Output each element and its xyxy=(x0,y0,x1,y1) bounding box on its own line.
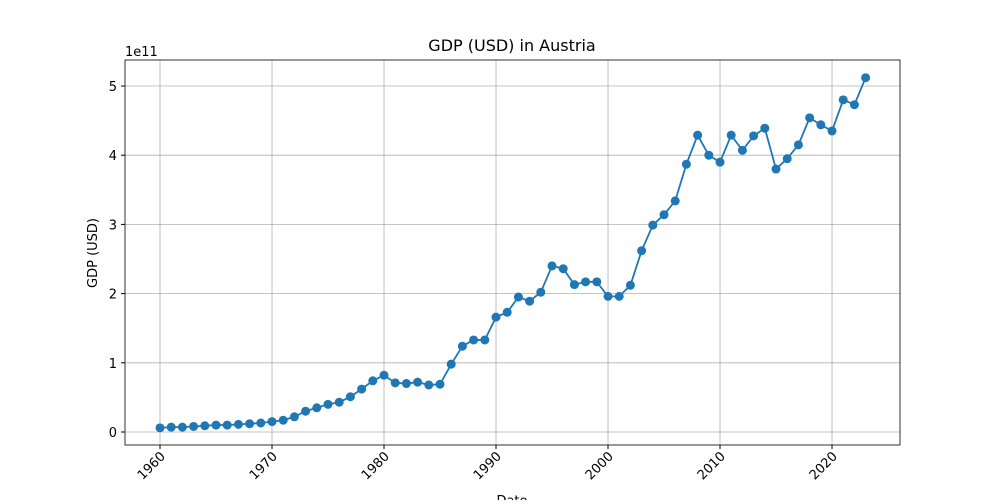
point xyxy=(715,157,725,167)
point xyxy=(771,164,781,174)
point xyxy=(726,130,736,140)
point xyxy=(413,377,423,387)
point xyxy=(435,379,445,389)
x-axis-label: Date xyxy=(496,494,527,500)
point xyxy=(749,131,759,141)
point xyxy=(245,419,255,429)
point xyxy=(760,123,770,133)
y-tick-label: 4 xyxy=(109,149,117,164)
point xyxy=(446,359,456,369)
point xyxy=(849,100,859,110)
point xyxy=(289,412,299,422)
point xyxy=(211,420,221,430)
point xyxy=(614,291,624,301)
point xyxy=(379,370,389,380)
point xyxy=(401,379,411,389)
point xyxy=(659,210,669,220)
point xyxy=(155,423,165,433)
point xyxy=(222,420,232,430)
point xyxy=(278,415,288,425)
point xyxy=(166,422,176,432)
point xyxy=(357,384,367,394)
point xyxy=(861,73,871,83)
point xyxy=(457,341,467,351)
point xyxy=(603,291,613,301)
y-tick-label: 1 xyxy=(109,357,117,372)
line xyxy=(159,77,867,429)
chart-title: GDP (USD) in Austria xyxy=(428,36,595,55)
point xyxy=(345,392,355,402)
point xyxy=(480,335,490,345)
point xyxy=(233,419,243,429)
point xyxy=(547,261,557,271)
point xyxy=(704,150,714,160)
point xyxy=(312,403,322,413)
point xyxy=(827,126,837,136)
point xyxy=(805,113,815,123)
point xyxy=(637,246,647,256)
point xyxy=(177,422,187,432)
point xyxy=(558,264,568,274)
point xyxy=(793,140,803,150)
point xyxy=(267,417,277,427)
plot-frame xyxy=(124,59,901,446)
point xyxy=(491,312,501,322)
y-tick-label: 2 xyxy=(109,288,117,303)
point xyxy=(670,196,680,206)
point xyxy=(569,280,579,290)
y-offset: 1e11 xyxy=(125,45,158,60)
point xyxy=(525,296,535,306)
point xyxy=(693,130,703,140)
point xyxy=(334,397,344,407)
point xyxy=(513,292,523,302)
point xyxy=(189,421,199,431)
point xyxy=(592,277,602,287)
point xyxy=(737,145,747,155)
point xyxy=(838,95,848,105)
point xyxy=(368,376,378,386)
y-axis-label: GDP (USD) xyxy=(86,218,101,288)
point xyxy=(648,220,658,230)
point xyxy=(301,406,311,416)
y-tick-label: 3 xyxy=(109,218,117,233)
point xyxy=(625,280,635,290)
point xyxy=(390,378,400,388)
point xyxy=(502,307,512,317)
point xyxy=(469,335,479,345)
point xyxy=(816,120,826,130)
point xyxy=(782,154,792,164)
point xyxy=(323,399,333,409)
point xyxy=(536,287,546,297)
point xyxy=(424,380,434,390)
point xyxy=(256,418,266,428)
point xyxy=(581,277,591,287)
y-tick-label: 0 xyxy=(109,426,117,441)
y-tick-label: 5 xyxy=(109,80,117,95)
point xyxy=(200,421,210,431)
point xyxy=(681,159,691,169)
